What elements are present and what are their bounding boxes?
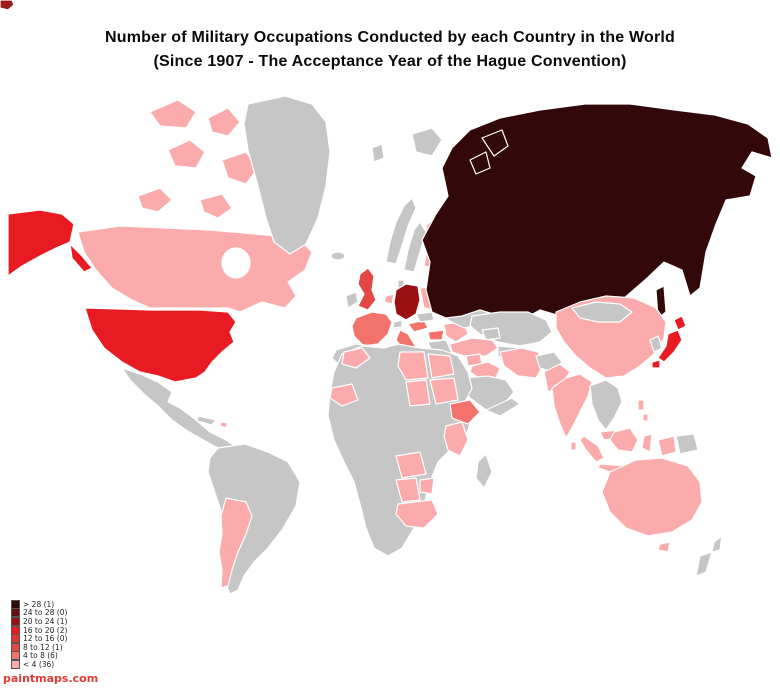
legend-item: 8 to 12 (1) xyxy=(11,642,67,652)
country-turkey xyxy=(449,337,499,357)
indonesia-sumatra xyxy=(579,435,605,463)
country-united-kingdom xyxy=(357,267,377,311)
legend-item: < 4 (36) xyxy=(11,659,67,669)
legend-label: 4 to 8 (6) xyxy=(23,651,58,661)
legend-label: 12 to 16 (0) xyxy=(23,634,68,644)
canada-island-baffin xyxy=(221,151,259,185)
country-libya xyxy=(397,351,429,381)
country-austria xyxy=(407,319,429,333)
legend-swatch xyxy=(11,651,20,661)
legend-swatch xyxy=(11,642,20,652)
country-yemen-oman xyxy=(485,397,521,417)
indonesia-west-papua xyxy=(657,435,677,457)
country-chad xyxy=(405,379,431,407)
japan-honshu xyxy=(657,329,683,363)
country-korea xyxy=(649,335,663,353)
country-botswana xyxy=(419,477,435,495)
country-canada xyxy=(77,225,313,313)
legend-swatch xyxy=(11,608,20,618)
country-mauritania xyxy=(329,383,359,407)
country-east-africa xyxy=(443,421,469,457)
canada-island-2 xyxy=(167,139,206,169)
legend-swatch xyxy=(11,599,20,609)
country-south-africa xyxy=(395,499,439,529)
svalbard-west xyxy=(371,143,385,163)
country-sweden xyxy=(403,221,427,273)
country-ethiopia xyxy=(449,399,481,425)
usa-alaska-tail xyxy=(69,243,93,273)
nz-north-island xyxy=(711,535,723,553)
country-morocco xyxy=(341,347,371,369)
indonesia-borneo xyxy=(609,427,639,453)
canada-island-5 xyxy=(199,193,233,219)
legend-item: 24 to 28 (0) xyxy=(11,608,68,618)
country-australia xyxy=(601,457,703,537)
corner-mark xyxy=(0,0,15,11)
country-greenland xyxy=(243,95,331,255)
canada-island-3 xyxy=(149,99,197,129)
legend-item: > 28 (1) xyxy=(11,599,67,609)
country-switzerland xyxy=(392,319,403,329)
country-sudan xyxy=(429,377,459,405)
indonesia-sulawesi xyxy=(641,433,653,453)
svalbard xyxy=(411,127,443,157)
country-russia xyxy=(421,103,773,321)
country-india xyxy=(551,373,593,439)
country-madagascar xyxy=(475,453,493,489)
legend-swatch xyxy=(11,634,20,644)
country-angola xyxy=(395,451,427,479)
legend-swatch xyxy=(11,659,20,669)
legend-item: 4 to 8 (6) xyxy=(11,651,67,661)
legend-swatch xyxy=(11,616,20,626)
canada-island-4 xyxy=(207,107,241,137)
country-indochina xyxy=(589,379,623,431)
country-caucasus xyxy=(481,327,501,341)
country-philippines-2 xyxy=(642,413,649,422)
country-ireland xyxy=(345,291,359,309)
map-title: Number of Military Occupations Conducted… xyxy=(0,26,780,74)
country-argentina xyxy=(218,497,253,589)
country-iceland xyxy=(330,251,346,261)
nz-south-island xyxy=(695,551,713,577)
country-papua-new-guinea xyxy=(675,433,699,455)
hudson-bay xyxy=(221,247,251,279)
paintmaps-watermark: paintmaps.com xyxy=(3,672,99,685)
legend-label: < 4 (36) xyxy=(23,659,55,669)
title-line-1: Number of Military Occupations Conducted… xyxy=(105,29,675,46)
country-sri-lanka xyxy=(570,441,577,451)
country-philippines-1 xyxy=(637,399,645,411)
legend-item: 12 to 16 (0) xyxy=(11,634,68,644)
country-egypt xyxy=(427,353,455,379)
japan-hokkaido xyxy=(673,315,687,331)
country-hungary xyxy=(427,329,445,341)
russia-sakhalin xyxy=(655,285,667,319)
country-norway xyxy=(385,197,417,265)
canada-island-1 xyxy=(137,187,173,213)
country-benelux xyxy=(383,293,395,305)
country-czechia xyxy=(415,311,435,323)
country-hispaniola xyxy=(219,421,229,429)
legend-swatch xyxy=(11,625,20,635)
usa-alaska xyxy=(7,209,75,277)
legend-label: 20 to 24 (1) xyxy=(23,616,68,626)
country-cuba xyxy=(196,415,217,426)
country-mongolia xyxy=(571,301,633,323)
country-iran xyxy=(499,347,545,379)
legend-item: 20 to 24 (1) xyxy=(11,616,68,626)
legend-item: 16 to 20 (2) xyxy=(11,625,68,635)
country-namibia xyxy=(395,477,421,503)
title-line-2: (Since 1907 - The Acceptance Year of the… xyxy=(153,53,627,70)
australia-tasmania xyxy=(657,541,671,553)
country-usa xyxy=(84,307,237,383)
legend-label: 24 to 28 (0) xyxy=(23,608,68,618)
russia-novaya-zemlya xyxy=(481,129,509,157)
legend-label: > 28 (1) xyxy=(23,599,55,609)
russia-island-2 xyxy=(469,151,491,175)
legend: > 28 (1) 24 to 28 (0) 20 to 24 (1) 16 to… xyxy=(11,599,68,669)
japan-kyushu xyxy=(651,359,661,369)
legend-label: 8 to 12 (1) xyxy=(23,642,63,652)
legend-label: 16 to 20 (2) xyxy=(23,625,68,635)
country-france xyxy=(351,311,393,347)
